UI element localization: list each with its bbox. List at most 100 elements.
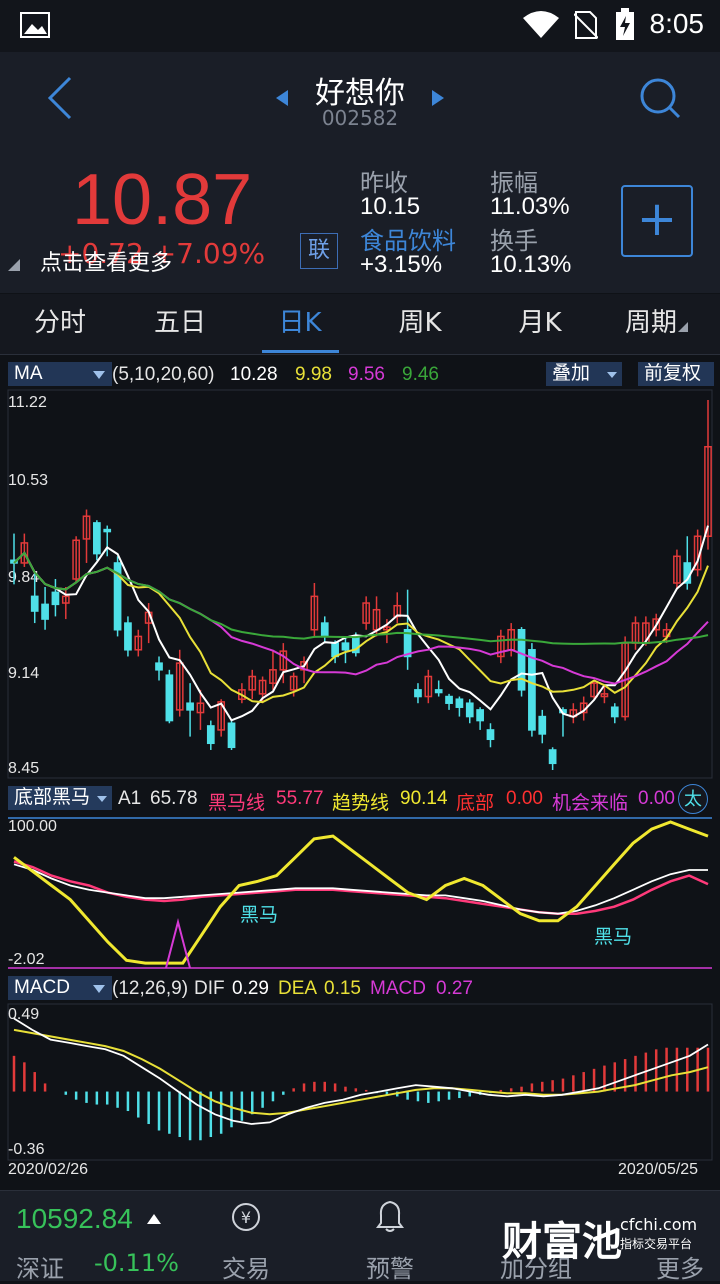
a1-label: A1: [118, 788, 142, 809]
turnover-label: 换手: [490, 227, 538, 255]
candle-body: [30, 595, 39, 612]
more-info-tip[interactable]: 点击查看更多: [40, 251, 173, 276]
battery-charging-icon: [616, 8, 634, 40]
overlay-label: 叠加: [552, 363, 591, 384]
date-end: 2020/05/25: [618, 1161, 699, 1178]
tab-intraday[interactable]: 分时: [33, 308, 86, 338]
next-stock-icon[interactable]: [430, 88, 446, 108]
ma-select[interactable]: MA: [8, 362, 112, 386]
candle-body: [465, 702, 474, 718]
candle-body: [445, 695, 453, 704]
sector-change: +3.15%: [360, 251, 443, 278]
last-price: 10.87: [72, 160, 253, 240]
indicator-select[interactable]: 底部黑马: [8, 786, 112, 810]
amplitude-value: 11.03%: [490, 193, 570, 220]
corner-arrow-icon: [678, 322, 688, 332]
clock: 8:05: [649, 8, 705, 39]
adjust-button[interactable]: 前复权: [638, 362, 714, 386]
search-icon[interactable]: [638, 76, 682, 120]
candle-body: [279, 650, 288, 671]
candle-body: [51, 591, 60, 606]
nav-more-label: 更多: [656, 1255, 704, 1283]
candle-body: [600, 693, 609, 698]
candle-body: [341, 642, 350, 651]
stock-name: 好想你: [315, 76, 405, 111]
candle-body: [72, 539, 81, 580]
y-tick: 8.45: [8, 760, 40, 777]
stock-code: 002582: [321, 106, 399, 130]
period-tabs: 分时 五日 日K 周K 月K 周期: [0, 294, 720, 355]
candle-body: [320, 622, 329, 638]
kline-chart[interactable]: [0, 0, 720, 1190]
indicator-select-label: 底部黑马: [14, 787, 91, 808]
candle-body: [113, 562, 122, 631]
svg-text:¥: ¥: [241, 1208, 251, 1227]
dropdown-icon: [93, 985, 105, 993]
tab-monthly-k[interactable]: 月K: [518, 308, 562, 338]
tab-five-day[interactable]: 五日: [153, 308, 206, 338]
indicator-legend: 底部黑马 A1 65.78 黑马线 55.77 趋势线 90.14 底部 0.0…: [0, 784, 720, 814]
candle-body: [134, 635, 143, 651]
candle-body: [310, 595, 319, 631]
candle-body: [673, 555, 681, 584]
candle-body: [362, 602, 371, 624]
ma20-value: 9.56: [348, 364, 385, 385]
tab-period-label: 周期: [624, 308, 677, 338]
dif-value: 0.29: [232, 978, 269, 999]
ma10-line: [13, 551, 709, 704]
chance-label: 机会来临: [552, 793, 629, 814]
nav-alert-label: 预警: [366, 1255, 414, 1283]
nav-trade-label: 交易: [222, 1255, 270, 1283]
macd-frame: [7, 1003, 713, 1161]
heima-marker: 黑马: [594, 927, 633, 948]
chance-spike: [165, 918, 191, 969]
quote-panel[interactable]: 10.87 +0.72 +7.09% 点击查看更多 联 昨收 10.15 食品饮…: [0, 147, 720, 293]
macd-y-bottom: -0.36: [8, 1141, 45, 1158]
tai-badge[interactable]: 太: [678, 784, 708, 814]
heima-line: [13, 860, 709, 915]
index-value[interactable]: 10592.84: [16, 1203, 133, 1234]
candle-body: [548, 749, 557, 765]
candle-body: [486, 729, 495, 741]
tab-daily-k[interactable]: 日K: [278, 308, 322, 338]
dropdown-icon: [97, 796, 107, 802]
tab-period[interactable]: 周期: [602, 294, 712, 354]
ma60-value: 9.46: [402, 364, 439, 385]
candle-body: [704, 446, 712, 537]
macd-value: 0.27: [436, 978, 473, 999]
expand-corner-icon: [8, 259, 20, 271]
price-change: +0.72 +7.09%: [58, 237, 266, 270]
candle-body: [383, 626, 391, 631]
add-watchlist-button[interactable]: +: [621, 185, 693, 257]
back-icon[interactable]: [46, 76, 74, 120]
tab-weekly-k[interactable]: 周K: [398, 308, 442, 338]
trend-value: 90.14: [400, 788, 448, 809]
prev-close-value: 10.15: [360, 193, 421, 220]
dropdown-icon: [93, 371, 105, 379]
linked-button[interactable]: 联: [300, 233, 338, 269]
macd-select[interactable]: MACD: [8, 976, 112, 1000]
dif-label: DIF: [194, 978, 225, 999]
sector-label[interactable]: 食品饮料: [360, 227, 456, 255]
candle-body: [206, 725, 215, 745]
candle-body: [227, 722, 236, 749]
candle-body: [248, 675, 257, 691]
prev-stock-icon[interactable]: [274, 88, 290, 108]
candle-body: [403, 628, 412, 658]
macd-params: (12,26,9): [112, 978, 189, 999]
y-tick: 9.84: [8, 569, 40, 586]
indicator-y-bottom: -2.02: [8, 951, 45, 968]
macd-select-label: MACD: [14, 977, 70, 998]
trend-label: 趋势线: [332, 793, 390, 814]
ma-params: (5,10,20,60): [112, 364, 215, 385]
dea-line: [13, 1028, 709, 1116]
image-icon: [20, 12, 50, 38]
dropdown-icon: [607, 372, 617, 378]
candle-body: [652, 618, 661, 631]
candle-body: [424, 675, 433, 698]
overlay-button[interactable]: 叠加: [546, 362, 622, 386]
y-tick: 10.53: [8, 472, 49, 489]
no-sim-icon: [574, 11, 598, 39]
a1-value: 65.78: [150, 788, 198, 809]
dif-line: [13, 1017, 709, 1125]
